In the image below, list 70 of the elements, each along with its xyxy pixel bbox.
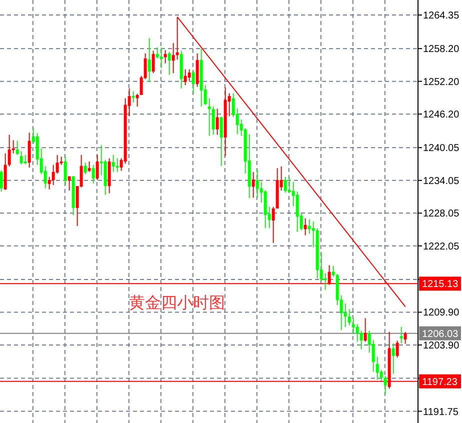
candlestick	[208, 98, 211, 136]
annotation: 黄金四小时图	[129, 294, 225, 312]
candlestick	[384, 376, 387, 395]
y-tick-label: 1209.90	[423, 308, 460, 319]
ref-line-label: 1215.13	[422, 279, 459, 290]
candlestick	[192, 70, 195, 94]
candlestick	[216, 108, 219, 136]
candlestick	[136, 93, 139, 107]
candlestick	[364, 318, 367, 342]
y-tick-label: 1258.20	[423, 44, 460, 56]
candlestick	[288, 176, 291, 194]
candlestick	[332, 265, 335, 278]
candlestick	[272, 206, 275, 244]
candlestick	[168, 51, 171, 76]
candlestick	[116, 158, 119, 172]
y-tick-label: 1246.20	[423, 110, 460, 121]
candlestick	[8, 134, 11, 167]
candlestick	[356, 324, 359, 342]
y-tick-label: 1240.05	[423, 143, 460, 154]
candlestick	[52, 164, 55, 186]
candlestick	[256, 168, 259, 199]
candlestick	[160, 46, 163, 69]
y-tick-label: 1203.90	[423, 340, 460, 352]
candlestick	[68, 176, 71, 191]
candlestick	[112, 154, 115, 172]
y-tick-label: 1222.05	[423, 241, 460, 252]
candlestick	[156, 46, 159, 59]
candlestick	[400, 326, 403, 344]
candlestick	[132, 90, 135, 104]
y-tick-label: 1228.05	[423, 208, 460, 220]
candlestick	[392, 342, 395, 374]
candlestick	[0, 170, 3, 192]
candlestick	[48, 176, 51, 190]
candlestick	[24, 154, 27, 165]
candlestick	[20, 150, 23, 165]
ref-line-label: 1206.03	[422, 328, 459, 340]
candlestick	[28, 132, 31, 168]
candlestick	[64, 156, 67, 186]
candlestick	[164, 50, 167, 64]
candlestick	[352, 318, 355, 335]
candlestick	[404, 331, 407, 344]
candlestick	[360, 330, 363, 350]
candlestick	[220, 116, 223, 166]
candlestick	[304, 218, 307, 236]
y-tick-label: 1234.05	[423, 176, 460, 187]
candlestick	[92, 164, 95, 184]
candlestick	[348, 308, 351, 326]
candlestick	[184, 68, 187, 86]
y-tick-label: 1191.75	[423, 406, 459, 418]
candlestick	[264, 190, 267, 229]
candlestick	[152, 50, 155, 74]
candlestick	[88, 161, 91, 172]
candlestick	[16, 140, 19, 156]
candlestick	[296, 191, 299, 232]
ref-line-label: 1197.23	[422, 376, 458, 388]
candlestick	[96, 154, 99, 181]
candlestick	[188, 68, 191, 82]
candlestick	[84, 162, 87, 175]
candlestick	[324, 272, 327, 290]
candlestick	[376, 356, 379, 380]
candlestick	[344, 302, 347, 328]
y-tick-label: 1264.35	[423, 10, 460, 22]
candlestick	[212, 106, 215, 136]
candlestick	[172, 42, 175, 74]
y-tick-label: 1252.20	[423, 76, 460, 88]
candlestick	[148, 38, 151, 82]
candlestick	[252, 171, 255, 198]
candlestick	[396, 340, 399, 358]
candlestick	[284, 176, 287, 194]
candlestick	[308, 218, 311, 234]
